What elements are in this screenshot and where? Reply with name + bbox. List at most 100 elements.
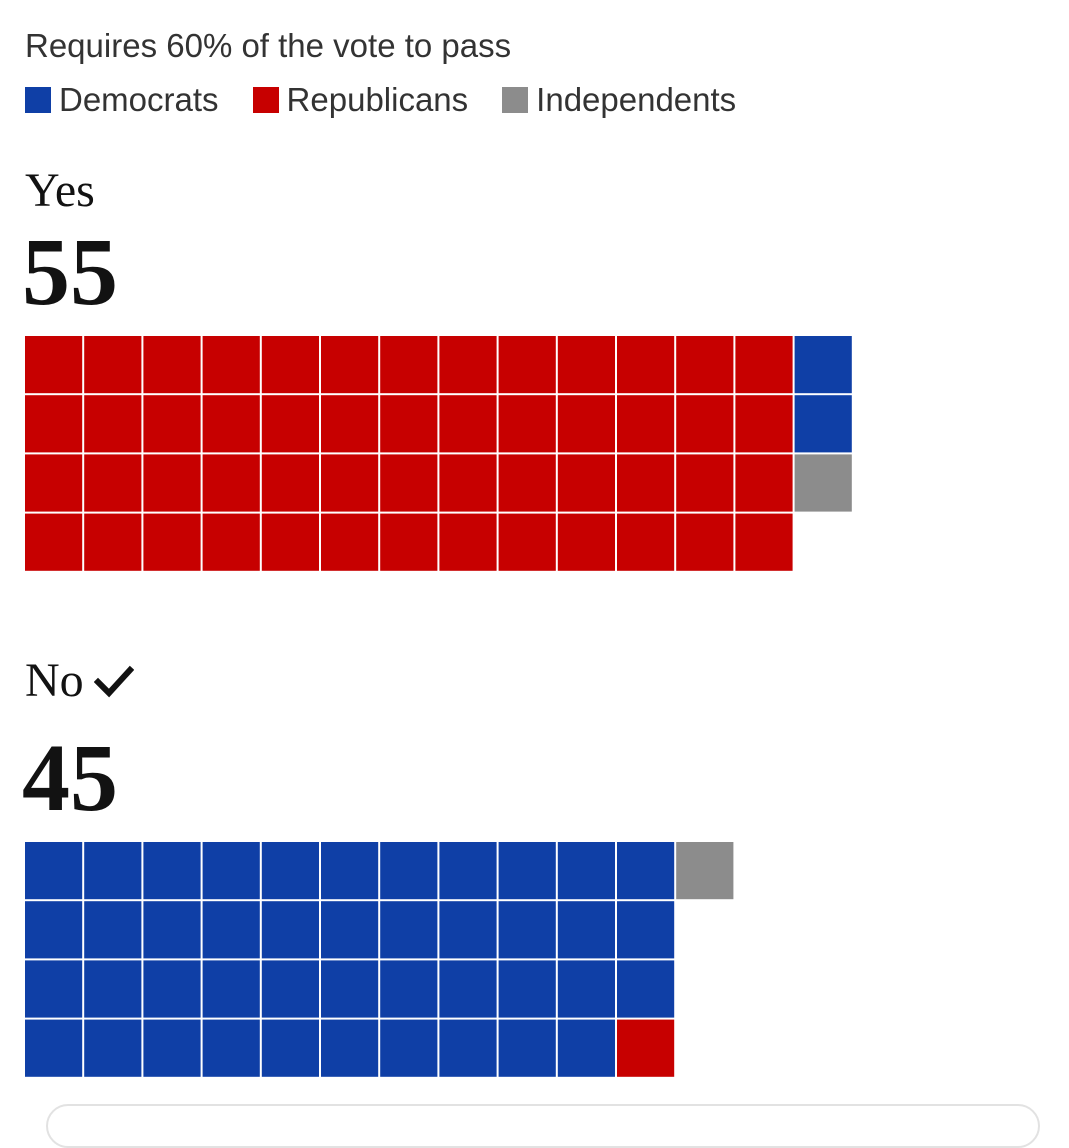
no-vote-square-democrats <box>557 1019 615 1077</box>
yes-vote-square-republicans <box>498 395 556 453</box>
no-vote-square-democrats <box>84 1019 142 1077</box>
yes-vote-square-republicans <box>617 454 675 512</box>
no-vote-square-democrats <box>84 842 142 900</box>
no-vote-square-democrats <box>439 960 497 1018</box>
no-vote-square-democrats <box>617 960 675 1018</box>
yes-vote-square-republicans <box>380 513 438 571</box>
yes-vote-square-republicans <box>143 395 201 453</box>
legend-swatch-independents <box>502 87 529 113</box>
chart-subtitle: Requires 60% of the vote to pass <box>25 27 512 64</box>
yes-vote-square-republicans <box>25 395 83 453</box>
no-vote-square-independents <box>676 842 734 900</box>
yes-vote-square-republicans <box>143 336 201 394</box>
no-vote-square-democrats <box>261 842 319 900</box>
footer-card <box>46 1104 1040 1148</box>
yes-vote-square-republicans <box>261 395 319 453</box>
checkmark-icon <box>93 665 134 698</box>
yes-vote-square-republicans <box>676 336 734 394</box>
legend-label-republicans: Republicans <box>286 81 469 118</box>
yes-vote-square-republicans <box>617 395 675 453</box>
no-vote-square-democrats <box>321 1019 379 1077</box>
no-vote-square-democrats <box>261 901 319 959</box>
yes-vote-square-republicans <box>25 513 83 571</box>
yes-label-text: Yes <box>25 164 95 217</box>
no-vote-square-democrats <box>439 901 497 959</box>
no-vote-square-democrats <box>25 901 83 959</box>
no-vote-square-democrats <box>380 1019 438 1077</box>
yes-vote-square-republicans <box>498 454 556 512</box>
yes-vote-square-republicans <box>25 454 83 512</box>
yes-vote-square-independents <box>794 454 852 512</box>
yes-vote-square-republicans <box>735 336 793 394</box>
no-vote-square-democrats <box>202 1019 260 1077</box>
yes-vote-square-republicans <box>557 336 615 394</box>
no-vote-square-democrats <box>498 842 556 900</box>
yes-vote-square-republicans <box>261 513 319 571</box>
yes-vote-square-democrats <box>794 336 852 394</box>
yes-vote-square-republicans <box>380 395 438 453</box>
no-vote-square-democrats <box>498 901 556 959</box>
legend: Democrats Republicans Independents <box>25 80 770 120</box>
no-vote-square-democrats <box>84 901 142 959</box>
no-vote-square-democrats <box>143 960 201 1018</box>
no-vote-square-democrats <box>557 842 615 900</box>
yes-vote-square-republicans <box>439 395 497 453</box>
legend-swatch-republicans <box>252 87 279 113</box>
no-vote-square-democrats <box>439 842 497 900</box>
yes-vote-square-republicans <box>735 513 793 571</box>
yes-vote-square-republicans <box>735 454 793 512</box>
no-vote-square-democrats <box>25 960 83 1018</box>
yes-vote-square-republicans <box>557 395 615 453</box>
no-vote-square-democrats <box>557 960 615 1018</box>
yes-vote-square-republicans <box>84 395 142 453</box>
yes-vote-square-republicans <box>321 336 379 394</box>
yes-vote-square-republicans <box>202 336 260 394</box>
yes-vote-square-republicans <box>557 513 615 571</box>
yes-vote-square-republicans <box>84 336 142 394</box>
no-vote-square-democrats <box>261 960 319 1018</box>
yes-vote-square-republicans <box>617 513 675 571</box>
yes-vote-square-republicans <box>25 336 83 394</box>
no-vote-square-democrats <box>321 901 379 959</box>
legend-item-republicans: Republicans <box>252 81 469 119</box>
yes-vote-square-republicans <box>439 336 497 394</box>
no-label-text: No <box>25 654 84 707</box>
yes-vote-square-republicans <box>617 336 675 394</box>
no-vote-square-democrats <box>380 960 438 1018</box>
no-vote-square-democrats <box>202 960 260 1018</box>
no-vote-square-democrats <box>143 901 201 959</box>
no-vote-square-democrats <box>321 842 379 900</box>
no-vote-square-democrats <box>25 842 83 900</box>
no-vote-square-democrats <box>261 1019 319 1077</box>
legend-label-democrats: Democrats <box>59 81 219 118</box>
no-vote-square-democrats <box>25 1019 83 1077</box>
no-vote-square-democrats <box>498 960 556 1018</box>
no-label: No <box>25 654 134 708</box>
legend-item-independents: Independents <box>502 81 736 119</box>
yes-vote-square-republicans <box>439 513 497 571</box>
no-vote-square-democrats <box>498 1019 556 1077</box>
yes-vote-square-republicans <box>202 395 260 453</box>
yes-vote-square-republicans <box>676 395 734 453</box>
yes-vote-square-republicans <box>498 336 556 394</box>
yes-vote-square-republicans <box>321 395 379 453</box>
yes-label: Yes <box>25 164 95 218</box>
yes-vote-square-republicans <box>143 513 201 571</box>
yes-vote-square-republicans <box>498 513 556 571</box>
no-vote-square-democrats <box>143 1019 201 1077</box>
yes-vote-square-republicans <box>676 454 734 512</box>
yes-vote-square-republicans <box>676 513 734 571</box>
yes-vote-square-republicans <box>380 336 438 394</box>
no-vote-square-democrats <box>321 960 379 1018</box>
yes-vote-square-republicans <box>439 454 497 512</box>
yes-vote-square-republicans <box>261 454 319 512</box>
no-vote-square-democrats <box>380 901 438 959</box>
no-vote-square-republicans <box>617 1019 675 1077</box>
yes-vote-square-democrats <box>794 395 852 453</box>
yes-vote-square-republicans <box>380 454 438 512</box>
yes-vote-square-republicans <box>84 513 142 571</box>
yes-count: 55 <box>22 218 118 325</box>
yes-vote-square-republicans <box>261 336 319 394</box>
no-count: 45 <box>22 724 118 831</box>
no-vote-square-democrats <box>557 901 615 959</box>
